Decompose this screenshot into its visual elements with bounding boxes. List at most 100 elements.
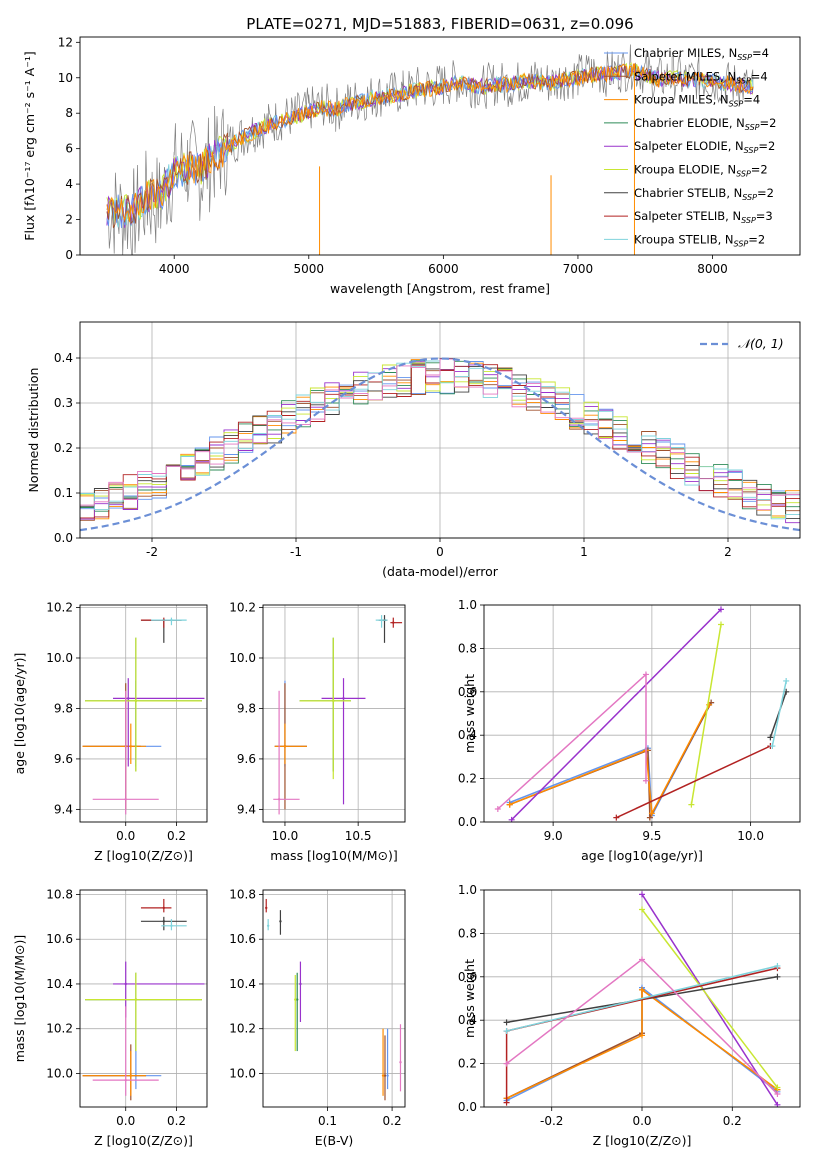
- plus-marker: [774, 973, 781, 980]
- panel-residuals: -2 -1 0 1 2 0.0 0.1 0.2 0.3 0.4 (data-model)/error…: [26, 321, 801, 579]
- legend-suffix: =2: [751, 163, 768, 177]
- plot-area: [263, 605, 405, 822]
- y-tick-label: 0.0: [54, 531, 73, 545]
- y-tick-label: 0.4: [458, 1013, 477, 1027]
- plot-content: [503, 891, 781, 1107]
- mass-weight-line: [615, 745, 771, 819]
- x-tick-label: 10.0: [737, 829, 764, 843]
- y-axis-label: mass [log10(M/M⊙)]: [12, 935, 27, 1063]
- x-tick-label: 10.0: [272, 829, 299, 843]
- data-point: [129, 1074, 132, 1077]
- mass-weight-line: [506, 965, 778, 1032]
- plus-marker: [642, 777, 649, 784]
- y-tick-label: 10.6: [46, 932, 73, 946]
- axes-frame: [483, 889, 801, 1108]
- plus-marker: [769, 743, 776, 750]
- x-tick-label: 10.5: [345, 829, 372, 843]
- data-point: [381, 1074, 385, 1077]
- legend-label: Kroupa MILES, NSSP=4: [634, 93, 760, 109]
- legend-label: Chabrier MILES, NSSP=4: [634, 46, 769, 62]
- plot-area: [263, 890, 405, 1107]
- x-axis-label: Z [log10(Z/Z⊙)]: [94, 848, 193, 863]
- y-tick-label: 10.0: [229, 651, 256, 665]
- plus-marker: [774, 1090, 781, 1097]
- plus-marker: [503, 1019, 510, 1026]
- data-point: [124, 1078, 127, 1082]
- y-tick-label: 9.4: [54, 802, 73, 816]
- data-point: [134, 998, 138, 1001]
- plot-content: [265, 898, 402, 1101]
- legend: 𝒩(0, 1): [700, 336, 784, 351]
- plus-marker: [503, 1028, 510, 1035]
- legend-subscript: SSP: [737, 53, 752, 62]
- x-axis-label: mass [log10(M/M⊙)]: [270, 848, 398, 863]
- panel-mass_vs_ebv: 0.1 0.2 10.0 10.2 10.4 10.6 10.8 E(B-V): [229, 887, 406, 1148]
- legend-label: Salpeter STELIB, NSSP=3: [634, 209, 773, 225]
- plus-marker: [718, 606, 724, 613]
- plus-marker: [494, 805, 501, 812]
- y-tick-label: 10.4: [229, 977, 256, 991]
- data-point: [266, 924, 270, 927]
- legend-suffix: =4: [751, 69, 768, 83]
- legend-text: Salpeter STELIB, N: [634, 209, 741, 223]
- legend-label: 𝒩(0, 1): [738, 336, 784, 351]
- y-tick-label: 0.8: [458, 926, 477, 940]
- data-point: [162, 906, 166, 910]
- legend-suffix: =2: [748, 232, 765, 246]
- x-tick-label: 5000: [294, 262, 325, 276]
- x-tick-label: 6000: [428, 262, 459, 276]
- mass-weight-line: [771, 680, 787, 747]
- y-tick-label: 6: [65, 142, 73, 156]
- y-tick-label: 10.2: [229, 601, 256, 615]
- y-tick-label: 0.6: [458, 685, 477, 699]
- plus-marker: [639, 986, 645, 993]
- x-tick-label: 0.0: [632, 1114, 651, 1128]
- mass-weight-line: [509, 704, 710, 816]
- data-point: [162, 920, 166, 923]
- y-tick-label: 2: [65, 213, 73, 227]
- x-tick-label: 2: [724, 545, 732, 559]
- y-tick-label: 10.6: [229, 932, 256, 946]
- plus-marker: [767, 734, 774, 741]
- data-point: [170, 618, 173, 622]
- legend-subscript: SSP: [734, 239, 749, 248]
- plot-content: [106, 44, 754, 255]
- legend-subscript: SSP: [742, 193, 757, 202]
- y-tick-label: 0.0: [458, 815, 477, 829]
- plus-marker: [718, 621, 724, 628]
- plus-marker: [646, 814, 653, 821]
- panel-massweight_vs_Z: -0.2 0.0 0.2 0.0 0.2 0.4 0.6 0.8 1.0 Z [log10(Z/Z…: [458, 883, 801, 1148]
- panel-age_vs_Z: 0.0 0.2 9.4 9.6 9.8 10.0 10.2 Z [log10(Z/Z⊙)] ag…: [12, 601, 208, 863]
- legend-subscript: SSP: [736, 170, 751, 179]
- x-tick-label: 1: [580, 545, 588, 559]
- data-point: [283, 745, 287, 748]
- x-axis-label: Z [log10(Z/Z⊙)]: [94, 1133, 193, 1148]
- y-tick-label: 0.1: [54, 486, 73, 500]
- plot-content: [494, 606, 790, 822]
- axes-frame: [262, 889, 406, 1108]
- normal-pdf-curve: [80, 357, 800, 532]
- plot-area: [80, 605, 207, 822]
- y-axis-label: Flux [fλ10⁻¹⁷ erg cm⁻² s⁻¹ A⁻¹]: [22, 51, 37, 240]
- data-point: [170, 924, 173, 927]
- x-axis-label: wavelength [Angstrom, rest frame]: [330, 281, 550, 296]
- plus-marker: [642, 671, 649, 678]
- x-tick-label: 8000: [697, 262, 728, 276]
- plot-content: [80, 357, 800, 532]
- plus-marker: [688, 801, 695, 808]
- axes-frame: [79, 321, 801, 539]
- legend-suffix: =4: [752, 46, 769, 60]
- data-point: [265, 906, 268, 910]
- axes-frame: [79, 889, 208, 1108]
- panel-massweight_vs_age: 9.0 9.5 10.0 0.0 0.2 0.4 0.6 0.8 1.0 age [log10(a…: [458, 598, 801, 863]
- model-spectrum-salpeter_elodie: [106, 63, 754, 228]
- x-tick-label: 0.2: [167, 829, 186, 843]
- x-tick-label: -2: [146, 545, 158, 559]
- legend-text: Salpeter ELODIE, N: [634, 139, 744, 153]
- y-tick-label: 0: [65, 248, 73, 262]
- legend-suffix: =4: [743, 93, 760, 107]
- legend-text: Kroupa ELODIE, N: [634, 163, 736, 177]
- y-tick-label: 12: [58, 35, 73, 49]
- y-axis-label: mass weight: [462, 959, 477, 1038]
- plus-marker: [639, 1032, 645, 1039]
